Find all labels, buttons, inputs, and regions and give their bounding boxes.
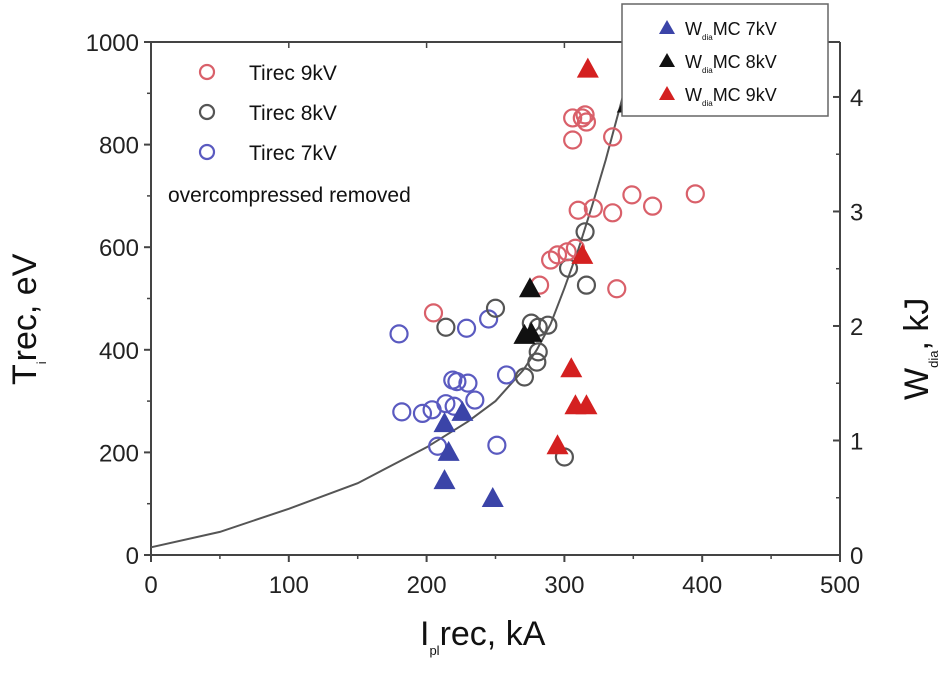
point-tirec-9kv xyxy=(575,105,595,125)
legend-left: Tirec 9kV Tirec 8kV Tirec 7kV overcompre… xyxy=(168,62,411,207)
legend-right-box xyxy=(621,3,829,117)
point-tirec-8kv xyxy=(575,222,595,242)
point-wdiamc-9kv xyxy=(560,357,583,378)
point-tirec-8kv xyxy=(436,317,456,337)
point-tirec-8kv xyxy=(528,342,548,362)
data-marks xyxy=(389,57,705,508)
point-wdiamc-9kv xyxy=(576,57,599,78)
point-tirec-9kv xyxy=(603,203,623,223)
point-wdiamc-9kv xyxy=(546,434,569,455)
point-wdiamc-7kv xyxy=(433,412,456,433)
point-tirec-9kv xyxy=(642,196,663,216)
y-axis-title: Tirec, eV xyxy=(6,253,49,385)
y-tick-label: 200 xyxy=(99,440,139,467)
y-tick-label: 0 xyxy=(126,543,139,570)
x-tick-label: 500 xyxy=(820,572,860,599)
point-tirec-8kv xyxy=(527,352,547,372)
point-tirec-9kv xyxy=(547,245,568,265)
fit-curve-group xyxy=(150,67,632,549)
x-tick-label: 0 xyxy=(144,572,157,599)
legend-label-wdia-9kv: WdiaMC 9kV xyxy=(685,85,777,108)
x-axis-title: Iplrec, kA xyxy=(420,615,546,658)
y-tick-label: 1000 xyxy=(86,30,139,57)
y2-tick-label: 2 xyxy=(850,314,863,341)
legend-label-tirec-7kv: Tirec 7kV xyxy=(249,142,337,165)
point-tirec-7kv xyxy=(496,365,517,385)
point-tirec-8kv xyxy=(514,367,535,387)
legend-marker-wdia-8kv xyxy=(659,53,675,67)
point-tirec-9kv xyxy=(423,303,444,323)
point-tirec-9kv xyxy=(603,127,623,147)
point-tirec-7kv xyxy=(458,373,478,393)
axis-ticks xyxy=(144,41,841,562)
point-tirec-9kv xyxy=(572,108,592,128)
x-tick-label: 100 xyxy=(269,572,309,599)
point-tirec-7kv xyxy=(412,403,433,424)
y2-tick-label: 4 xyxy=(850,85,863,112)
point-tirec-7kv xyxy=(465,390,485,410)
point-wdiamc-7kv xyxy=(451,400,474,421)
legend-label-tirec-9kv: Tirec 9kV xyxy=(249,62,337,85)
point-tirec-9kv xyxy=(622,185,642,205)
legend-marker-wdia-7kv xyxy=(659,20,675,34)
y-tick-label: 600 xyxy=(99,235,139,262)
point-tirec-8kv xyxy=(538,315,558,335)
x-tick-label: 200 xyxy=(407,572,447,599)
legend-marker-tirec-9kv xyxy=(198,63,216,81)
point-tirec-7kv xyxy=(389,324,409,344)
x-tick-label: 400 xyxy=(682,572,722,599)
point-tirec-9kv xyxy=(563,108,583,128)
legend-marker-tirec-8kv xyxy=(198,103,216,121)
legend-right: WdiaMC 7kV WdiaMC 8kV WdiaMC 9kV xyxy=(621,3,829,117)
point-tirec-8kv xyxy=(485,298,506,318)
point-tirec-9kv xyxy=(583,198,603,218)
point-wdiamc-9kv xyxy=(575,394,598,415)
point-tirec-9kv xyxy=(576,112,597,132)
point-wdiamc-7kv xyxy=(437,440,460,461)
x-tick-label: 300 xyxy=(544,572,584,599)
fit-curve xyxy=(150,67,632,549)
point-wdiamc-8kv xyxy=(518,277,541,298)
point-tirec-7kv xyxy=(487,435,507,455)
point-wdiamc-8kv xyxy=(520,321,543,342)
point-wdiamc-7kv xyxy=(481,487,504,508)
y-tick-label: 800 xyxy=(99,133,139,160)
point-tirec-7kv xyxy=(456,318,477,338)
point-tirec-7kv xyxy=(447,372,467,392)
legend-note: overcompressed removed xyxy=(168,184,411,207)
point-tirec-7kv xyxy=(392,402,412,422)
point-tirec-7kv xyxy=(436,394,456,414)
y2-tick-label: 1 xyxy=(850,428,863,455)
y-tick-label: 400 xyxy=(99,338,139,365)
legend-label-wdia-7kv: WdiaMC 7kV xyxy=(685,19,777,42)
legend-label-tirec-8kv: Tirec 8kV xyxy=(249,102,337,125)
point-tirec-9kv xyxy=(563,130,583,150)
y2-tick-label: 0 xyxy=(850,543,863,570)
point-tirec-9kv xyxy=(607,279,627,299)
point-tirec-9kv xyxy=(557,242,577,262)
point-wdiamc-9kv xyxy=(571,243,594,264)
legend-marker-tirec-7kv xyxy=(198,143,216,161)
point-tirec-7kv xyxy=(479,309,499,329)
point-tirec-8kv xyxy=(576,275,597,295)
legend-label-wdia-8kv: WdiaMC 8kV xyxy=(685,52,777,75)
point-wdiamc-7kv xyxy=(433,469,456,490)
point-tirec-9kv xyxy=(568,200,588,220)
y2-tick-label: 3 xyxy=(850,199,863,226)
legend-marker-wdia-9kv xyxy=(659,86,675,100)
point-tirec-9kv xyxy=(685,184,705,204)
y2-axis-title: Wdia, kJ xyxy=(898,298,941,400)
